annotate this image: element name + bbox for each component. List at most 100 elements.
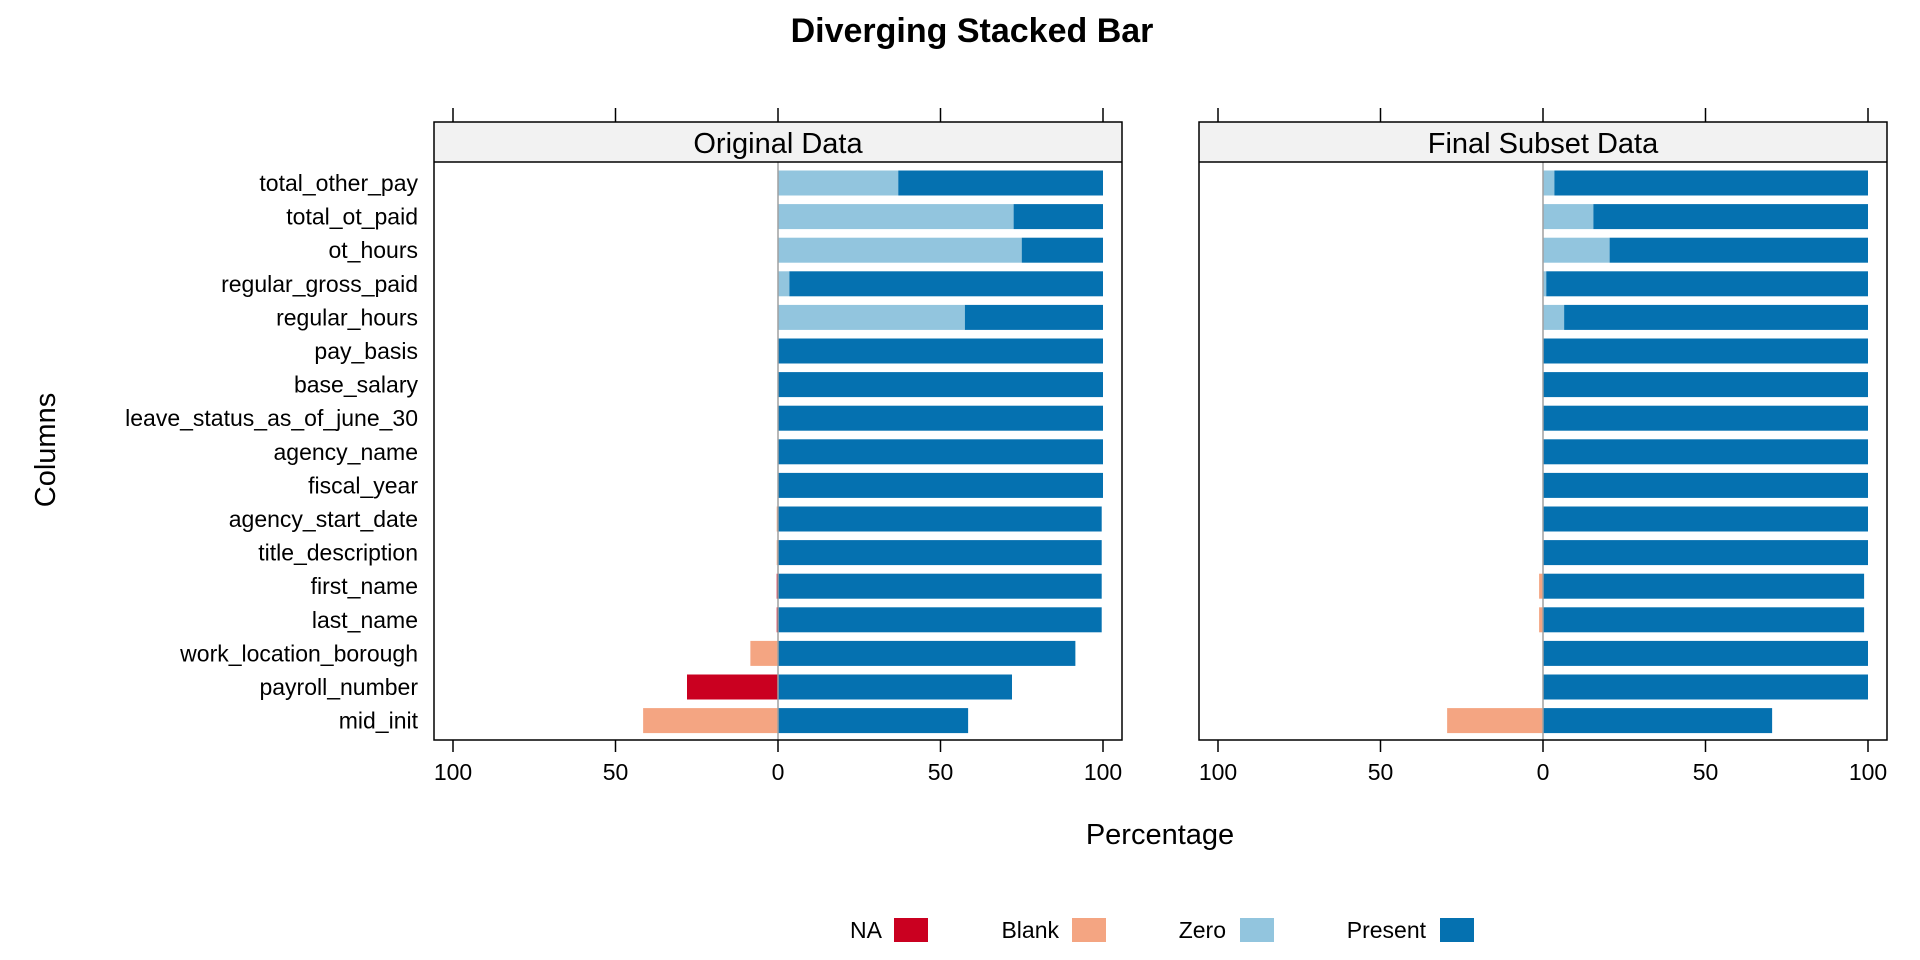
bar-present-mid-init xyxy=(1543,708,1773,734)
legend: NA Blank Zero Present xyxy=(850,917,1474,943)
panel-final-subset-data: Final Subset Data 100 50 0 50 100 xyxy=(1198,108,1888,785)
bar-zero-total-ot-paid xyxy=(778,204,1014,230)
bar-present-ot-hours xyxy=(1021,237,1103,263)
bar-present-agency-start-date xyxy=(1543,506,1868,532)
bar-present-payroll-number xyxy=(778,674,1012,700)
legend-label-zero: Zero xyxy=(1179,917,1226,943)
bar-blank-last-name xyxy=(1539,607,1543,633)
category-label-last-name: last_name xyxy=(312,607,418,633)
category-label-work-location-borough: work_location_borough xyxy=(179,640,418,666)
legend-swatch-present xyxy=(1440,918,1474,942)
category-label-ot-hours: ot_hours xyxy=(328,237,418,263)
bar-present-pay-basis xyxy=(778,338,1103,364)
category-label-regular-gross-paid: regular_gross_paid xyxy=(221,271,418,297)
bar-present-agency-start-date xyxy=(778,506,1102,532)
bar-present-title-description xyxy=(1543,540,1868,566)
bar-present-title-description xyxy=(778,540,1102,566)
chart-title: Diverging Stacked Bar xyxy=(791,12,1154,50)
bar-present-agency-name xyxy=(778,439,1103,465)
bar-present-first-name xyxy=(1543,573,1865,599)
bar-zero-total-ot-paid xyxy=(1543,204,1594,230)
category-label-regular-hours: regular_hours xyxy=(276,304,418,330)
bar-present-work-location-borough xyxy=(1543,640,1868,666)
bar-present-regular-gross-paid xyxy=(789,271,1103,297)
bar-present-agency-name xyxy=(1543,439,1868,465)
bar-zero-ot-hours xyxy=(778,237,1022,263)
category-label-leave-status-as-of-june-30: leave_status_as_of_june_30 xyxy=(125,405,418,431)
bar-blank-mid-init xyxy=(643,708,778,734)
strip-label-final-subset-data: Final Subset Data xyxy=(1428,128,1659,160)
category-label-payroll-number: payroll_number xyxy=(259,674,418,700)
bar-present-fiscal-year xyxy=(1543,472,1868,498)
bar-present-first-name xyxy=(778,573,1102,599)
bar-blank-work-location-borough xyxy=(750,640,778,666)
bar-zero-regular-gross-paid xyxy=(778,271,790,297)
category-labels: total_other_pay total_ot_paid ot_hoursregu… xyxy=(125,170,418,734)
category-label-first-name: first_name xyxy=(311,573,418,599)
category-label-base-salary: base_salary xyxy=(294,372,419,398)
category-label-pay-basis: pay_basis xyxy=(314,338,418,364)
bar-zero-regular-hours xyxy=(1543,304,1565,330)
legend-item-zero: Zero xyxy=(1179,917,1274,943)
bar-blank-first-name xyxy=(1539,573,1543,599)
x-tick-label: 50 xyxy=(1368,759,1394,785)
x-tick-label: 100 xyxy=(1199,759,1237,785)
y-axis-title: Columns xyxy=(30,393,62,507)
bar-zero-total-other-pay xyxy=(1543,170,1555,196)
bar-zero-regular-gross-paid xyxy=(1543,271,1547,297)
bar-present-pay-basis xyxy=(1543,338,1868,364)
category-label-agency-start-date: agency_start_date xyxy=(229,506,418,532)
bar-na-payroll-number xyxy=(687,674,778,700)
x-tick-label: 50 xyxy=(603,759,629,785)
x-tick-label: 50 xyxy=(1693,759,1719,785)
bar-present-mid-init xyxy=(778,708,969,734)
bar-present-leave-status-as-of-june-30 xyxy=(1543,405,1868,431)
legend-item-blank: Blank xyxy=(1001,917,1106,943)
legend-item-present: Present xyxy=(1347,917,1474,943)
x-tick-label: 100 xyxy=(434,759,472,785)
legend-swatch-blank xyxy=(1072,918,1106,942)
category-label-total-other-pay: total_other_pay xyxy=(259,170,418,196)
bar-present-last-name xyxy=(1543,607,1865,633)
category-label-agency-name: agency_name xyxy=(274,439,419,465)
x-tick-label: 50 xyxy=(928,759,954,785)
bar-present-regular-gross-paid xyxy=(1546,271,1868,297)
bar-present-ot-hours xyxy=(1609,237,1868,263)
strip-background xyxy=(434,122,1122,162)
bar-present-work-location-borough xyxy=(778,640,1076,666)
legend-label-blank: Blank xyxy=(1001,917,1059,943)
bar-blank-mid-init xyxy=(1447,708,1543,734)
x-tick-label: 100 xyxy=(1849,759,1887,785)
strip-background xyxy=(1199,122,1887,162)
bar-present-total-other-pay xyxy=(898,170,1103,196)
bar-present-payroll-number xyxy=(1543,674,1868,700)
bar-present-fiscal-year xyxy=(778,472,1103,498)
category-label-title-description: title_description xyxy=(258,540,418,566)
bar-present-total-other-pay xyxy=(1554,170,1868,196)
bar-zero-total-other-pay xyxy=(778,170,899,196)
bar-present-base-salary xyxy=(1543,372,1868,398)
legend-swatch-zero xyxy=(1240,918,1274,942)
bar-zero-ot-hours xyxy=(1543,237,1610,263)
category-label-fiscal-year: fiscal_year xyxy=(308,472,418,498)
panel-original-data: Original Data 100 50 0 50 100 xyxy=(433,108,1123,785)
bar-present-total-ot-paid xyxy=(1013,204,1103,230)
category-label-total-ot-paid: total_ot_paid xyxy=(286,204,418,230)
x-axis-title: Percentage xyxy=(1086,819,1234,851)
bar-present-leave-status-as-of-june-30 xyxy=(778,405,1103,431)
x-tick-label: 100 xyxy=(1084,759,1122,785)
category-label-mid-init: mid_init xyxy=(339,708,419,734)
legend-label-na: NA xyxy=(850,917,883,943)
bar-present-total-ot-paid xyxy=(1593,204,1868,230)
strip-label-original-data: Original Data xyxy=(693,128,863,160)
legend-swatch-na xyxy=(894,918,928,942)
bar-present-base-salary xyxy=(778,372,1103,398)
legend-label-present: Present xyxy=(1347,917,1427,943)
x-tick-label: 0 xyxy=(1537,759,1550,785)
bar-present-last-name xyxy=(778,607,1102,633)
bar-present-regular-hours xyxy=(1564,304,1868,330)
bar-present-regular-hours xyxy=(964,304,1103,330)
